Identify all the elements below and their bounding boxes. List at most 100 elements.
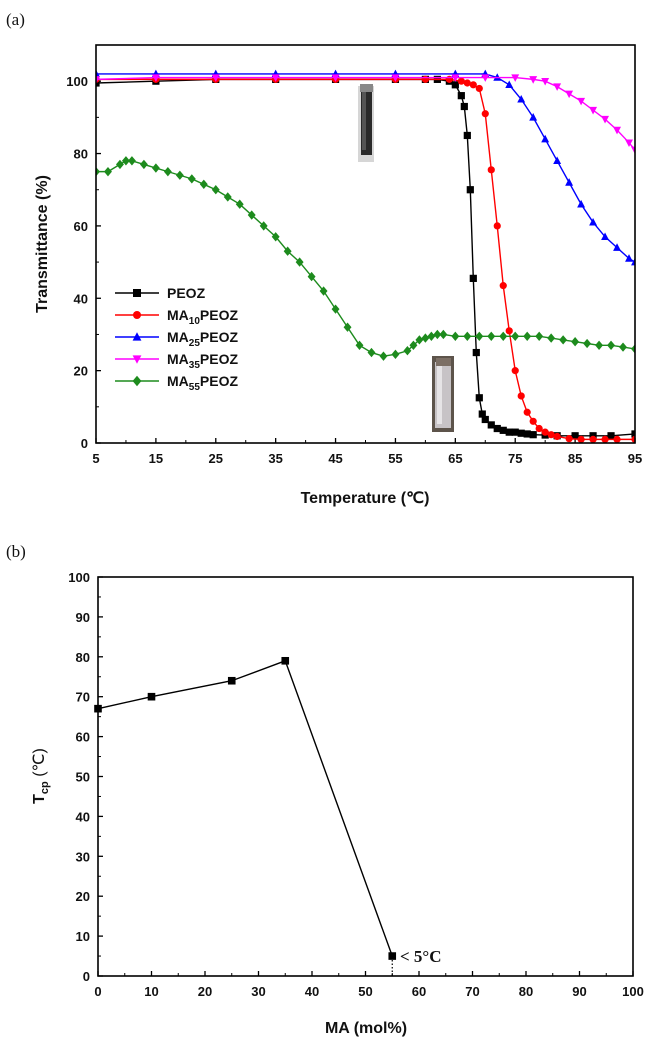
data-point [175,170,184,180]
data-point [104,166,112,177]
chart-b-xtick-label: 30 [251,984,265,999]
data-point [493,222,501,230]
data-point [391,349,400,360]
chart-b-ytick-label: 90 [76,610,90,625]
data-point [505,80,514,89]
data-point [163,166,172,177]
chart-b-xtick-label: 20 [198,984,212,999]
data-point [96,166,100,177]
legend-marker [133,311,141,319]
data-point [577,199,586,208]
chart-b-ylabel: Tcp (℃) [31,748,51,804]
data-point [259,221,268,231]
data-point [481,415,489,424]
data-point [127,156,136,166]
chart-a: 5 15 25 35 45 55 65 75 85 95 0 20 40 60 80 100 [66,44,642,466]
data-point [151,74,160,82]
vial-turbid-image [432,356,454,432]
panel-b-label: (b) [6,542,26,561]
data-point [415,335,424,345]
data-point [391,74,400,82]
data-point [235,199,244,209]
data-point [472,348,480,357]
data-point [553,83,562,91]
chart-b-ytick-label: 30 [76,849,90,864]
chart-b-ytick-label: 20 [76,889,90,904]
data-point [271,232,280,242]
data-point [481,74,490,82]
data-point [487,421,495,429]
data-point [379,351,388,361]
chart-a-xtick-label: 25 [209,451,223,466]
data-point [139,159,148,170]
data-point [529,431,537,439]
data-point [457,92,465,100]
data-point [487,331,496,341]
chart-b-xtick-label: 0 [94,984,101,999]
data-point [460,102,468,111]
data-point [523,331,532,341]
chart-a-xtick-label: 85 [568,451,582,466]
data-point [493,424,501,433]
chart-a-xtick-label: 45 [328,451,342,466]
data-point [583,338,592,349]
chart-a-ytick-label: 0 [81,436,88,451]
data-point [589,435,597,443]
data-point [96,69,100,78]
chart-b-annotation: < 5°C [400,947,442,966]
data-point [589,106,598,115]
chart-a-xtick-label: 95 [628,451,642,466]
chart-b: 0 10 20 30 40 50 60 70 80 90 100 0 10 20 30 40 50 60 70 80 9… [68,570,644,999]
chart-b-frame [97,576,634,977]
data-point [295,257,304,267]
chart-a-xtick-label: 75 [508,451,522,466]
data-point [631,344,635,354]
data-point [541,134,550,143]
data-point [96,76,100,84]
data-point [451,74,460,82]
chart-b-xtick-label: 40 [305,984,319,999]
chart-b-ytick-label: 100 [68,570,90,585]
data-point [115,159,124,170]
series-tcp [94,656,397,960]
data-point [535,424,543,433]
data-point [147,692,156,701]
data-point [571,432,579,440]
series-line [96,160,635,357]
data-point [469,274,477,282]
data-point [511,74,520,82]
chart-b-xtick-label: 50 [358,984,372,999]
data-point [541,77,550,86]
data-point [613,435,621,443]
data-point [451,331,460,341]
data-point [565,178,574,186]
data-point [589,217,598,226]
data-point [421,333,430,343]
chart-a-xtick-label: 15 [149,451,163,466]
data-point [577,97,586,106]
legend-marker [132,355,142,364]
data-point [475,84,483,93]
data-point [466,186,474,194]
chart-a-ytick-label: 20 [74,364,88,379]
data-point [331,304,340,314]
data-point [187,174,196,184]
data-point [487,166,495,174]
data-point [625,139,633,148]
data-point [199,179,208,189]
legend-marker [133,289,141,297]
series-line [97,659,393,957]
data-point [307,271,316,282]
data-point [511,428,519,436]
chart-b-xtick-label: 10 [144,984,158,999]
chart-a-ytick-label: 100 [66,74,88,89]
chart-b-ytick-label: 80 [76,650,90,665]
data-point [571,337,580,347]
data-point [589,432,597,440]
data-point [463,131,471,140]
data-point [559,335,568,345]
data-point [517,429,525,437]
legend-label: PEOZ [167,285,206,301]
chart-a-frame [95,44,636,444]
